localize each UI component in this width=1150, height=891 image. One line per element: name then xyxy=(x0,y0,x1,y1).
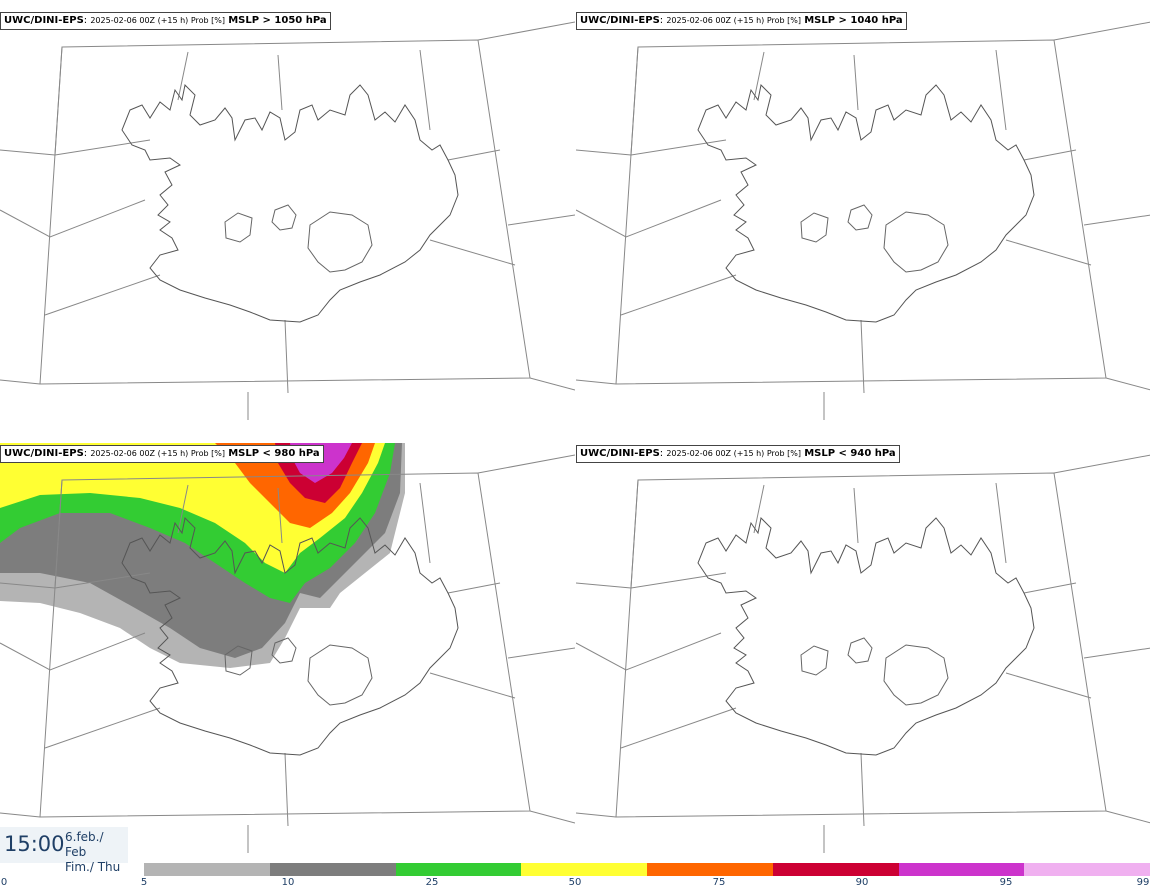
colorbar-tick-label: 25 xyxy=(425,877,439,888)
panel-title: UWC/DINI-EPS: 2025-02-06 00Z (+15 h) Pro… xyxy=(0,445,324,463)
colorbar-segment xyxy=(395,863,522,876)
panel-top-left: UWC/DINI-EPS: 2025-02-06 00Z (+15 h) Pro… xyxy=(0,0,575,433)
colorbar-tick-label: 0 xyxy=(0,877,8,888)
probability-field xyxy=(0,443,405,668)
panel-title: UWC/DINI-EPS: 2025-02-06 00Z (+15 h) Pro… xyxy=(0,12,331,30)
run-info: 2025-02-06 00Z (+15 h) Prob [%] xyxy=(666,449,802,458)
colorbar-tick-label: 99 xyxy=(1136,877,1150,888)
model-name: UWC/DINI-EPS xyxy=(580,448,660,459)
valid-date-line2: Fim./ Thu xyxy=(65,860,121,874)
map-top-right xyxy=(576,21,1150,421)
valid-time-box: 15:00 6.feb./ Feb Fim./ Thu xyxy=(0,827,128,874)
valid-date: 6.feb./ Feb Fim./ Thu xyxy=(65,830,128,875)
run-info: 2025-02-06 00Z (+15 h) Prob [%] xyxy=(90,449,226,458)
colorbar-tick-label: 10 xyxy=(281,877,295,888)
colorbar-tick-label: 90 xyxy=(855,877,869,888)
panel-title: UWC/DINI-EPS: 2025-02-06 00Z (+15 h) Pro… xyxy=(576,12,907,30)
map-bottom-right xyxy=(576,454,1150,854)
threshold-label: MSLP < 940 hPa xyxy=(804,448,896,459)
colorbar-tick-label: 75 xyxy=(712,877,726,888)
valid-date-line1: 6.feb./ Feb xyxy=(65,830,104,859)
run-info: 2025-02-06 00Z (+15 h) Prob [%] xyxy=(666,16,802,25)
model-name: UWC/DINI-EPS xyxy=(4,448,84,459)
colorbar-segment xyxy=(772,863,899,876)
colorbar xyxy=(144,863,1150,876)
colorbar-tick-label: 95 xyxy=(999,877,1013,888)
threshold-label: MSLP > 1050 hPa xyxy=(228,15,327,26)
colorbar-tick-label: 50 xyxy=(568,877,582,888)
panel-top-right: UWC/DINI-EPS: 2025-02-06 00Z (+15 h) Pro… xyxy=(576,0,1150,433)
colorbar-segment xyxy=(269,863,396,876)
colorbar-tick-label: 5 xyxy=(140,877,148,888)
panel-bottom-right: UWC/DINI-EPS: 2025-02-06 00Z (+15 h) Pro… xyxy=(576,433,1150,866)
threshold-label: MSLP > 1040 hPa xyxy=(804,15,903,26)
colorbar-segment xyxy=(647,863,773,876)
valid-time: 15:00 xyxy=(4,832,65,856)
map-bottom-left xyxy=(0,443,575,854)
model-name: UWC/DINI-EPS xyxy=(580,15,660,26)
colorbar-segment xyxy=(521,863,647,876)
model-name: UWC/DINI-EPS xyxy=(4,15,84,26)
colorbar-ticks: 0 5 10 25 50 75 90 95 99 xyxy=(0,877,1150,891)
panel-bottom-left: UWC/DINI-EPS: 2025-02-06 00Z (+15 h) Pro… xyxy=(0,433,575,866)
map-top-left xyxy=(0,21,575,421)
colorbar-segment xyxy=(898,863,1025,876)
colorbar-segment xyxy=(1024,863,1150,876)
run-info: 2025-02-06 00Z (+15 h) Prob [%] xyxy=(90,16,226,25)
panel-title: UWC/DINI-EPS: 2025-02-06 00Z (+15 h) Pro… xyxy=(576,445,900,463)
colorbar-segment xyxy=(144,863,270,876)
threshold-label: MSLP < 980 hPa xyxy=(228,448,320,459)
